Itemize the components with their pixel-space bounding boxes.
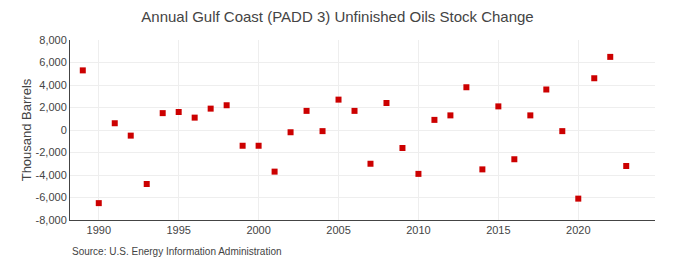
- svg-text:6,000: 6,000: [39, 56, 67, 68]
- svg-text:2020: 2020: [566, 224, 590, 236]
- svg-text:4,000: 4,000: [39, 79, 67, 91]
- svg-text:2015: 2015: [486, 224, 510, 236]
- svg-text:-2,000: -2,000: [36, 146, 67, 158]
- svg-text:8,000: 8,000: [39, 34, 67, 46]
- svg-text:Thousand Barrels: Thousand Barrels: [19, 78, 34, 181]
- svg-text:2010: 2010: [406, 224, 430, 236]
- svg-text:2000: 2000: [246, 224, 270, 236]
- svg-text:1990: 1990: [87, 224, 111, 236]
- svg-text:0: 0: [61, 124, 67, 136]
- svg-text:Source: U.S. Energy Informatio: Source: U.S. Energy Information Administ…: [72, 246, 282, 257]
- svg-text:-6,000: -6,000: [36, 191, 67, 203]
- svg-text:2005: 2005: [326, 224, 350, 236]
- svg-text:2,000: 2,000: [39, 101, 67, 113]
- svg-text:-8,000: -8,000: [36, 214, 67, 226]
- svg-text:1995: 1995: [166, 224, 190, 236]
- svg-text:Annual Gulf Coast (PADD 3) Unf: Annual Gulf Coast (PADD 3) Unfinished Oi…: [141, 8, 533, 25]
- svg-text:-4,000: -4,000: [36, 169, 67, 181]
